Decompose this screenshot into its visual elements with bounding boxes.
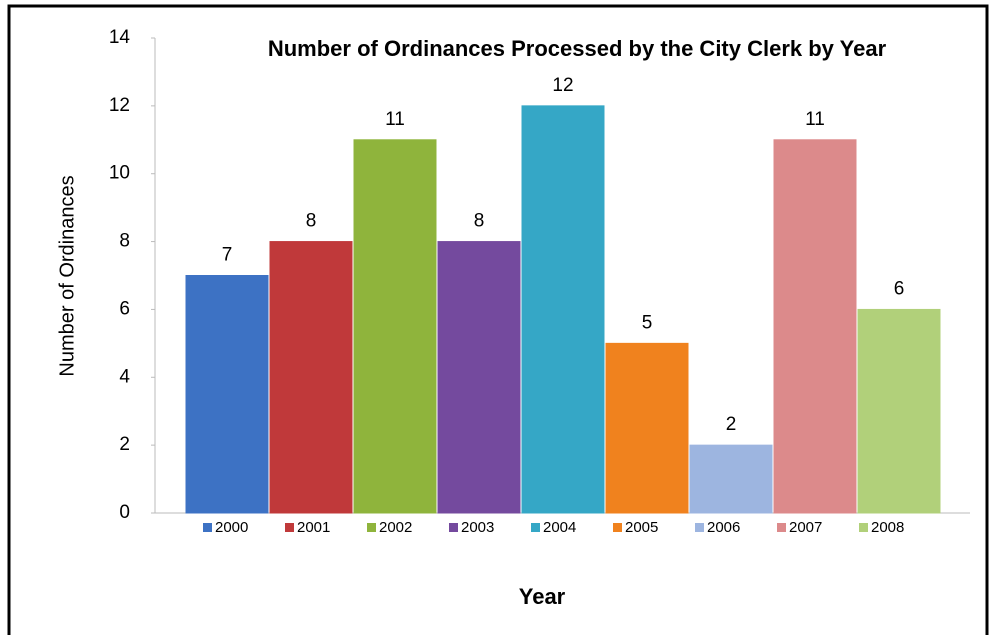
legend-label: 2004 bbox=[543, 519, 576, 536]
chart-title: Number of Ordinances Processed by the Ci… bbox=[268, 36, 887, 61]
legend-swatch bbox=[367, 523, 376, 532]
legend-label: 2006 bbox=[707, 519, 740, 536]
legend-label: 2008 bbox=[871, 519, 904, 536]
legend-swatch bbox=[531, 523, 540, 532]
x-axis-title: Year bbox=[519, 584, 566, 609]
legend-swatch bbox=[695, 523, 704, 532]
legend-label: 2002 bbox=[379, 519, 412, 536]
legend-swatch bbox=[449, 523, 458, 532]
y-tick-label: 10 bbox=[109, 163, 130, 184]
legend-swatch bbox=[203, 523, 212, 532]
bar-gloss bbox=[521, 105, 605, 514]
legend-swatch bbox=[777, 523, 786, 532]
y-tick-label: 12 bbox=[109, 95, 130, 116]
legend-label: 2003 bbox=[461, 519, 494, 536]
y-tick-label: 8 bbox=[119, 231, 130, 252]
y-tick-label: 6 bbox=[119, 298, 130, 319]
y-tick-label: 14 bbox=[109, 27, 131, 48]
legend-label: 2001 bbox=[297, 519, 330, 536]
legend-swatch bbox=[613, 523, 622, 532]
legend-label: 2000 bbox=[215, 519, 248, 536]
frame bbox=[7, 4, 989, 635]
y-tick-label: 0 bbox=[119, 502, 130, 523]
legend-label: 2007 bbox=[789, 519, 822, 536]
data-label: 2 bbox=[726, 414, 737, 435]
bar-gloss bbox=[269, 241, 353, 514]
data-label: 8 bbox=[306, 211, 317, 232]
bar-gloss bbox=[773, 139, 857, 514]
data-label: 8 bbox=[474, 211, 485, 232]
y-tick-label: 4 bbox=[119, 366, 130, 387]
data-label: 11 bbox=[805, 109, 825, 130]
data-label: 12 bbox=[552, 75, 573, 96]
bar-gloss bbox=[689, 444, 773, 514]
y-axis-title: Number of Ordinances bbox=[56, 175, 78, 376]
bar-gloss bbox=[353, 139, 437, 514]
legend-label: 2005 bbox=[625, 519, 658, 536]
data-label: 11 bbox=[385, 109, 405, 130]
bar-gloss bbox=[437, 241, 521, 514]
data-label: 6 bbox=[894, 278, 905, 299]
y-tick-label: 2 bbox=[119, 434, 130, 455]
bar-gloss bbox=[605, 342, 689, 514]
data-label: 5 bbox=[642, 312, 653, 333]
legend-swatch bbox=[859, 523, 868, 532]
data-label: 7 bbox=[222, 245, 233, 266]
bar-gloss bbox=[857, 308, 941, 514]
legend-swatch bbox=[285, 523, 294, 532]
bar-gloss bbox=[185, 275, 269, 514]
